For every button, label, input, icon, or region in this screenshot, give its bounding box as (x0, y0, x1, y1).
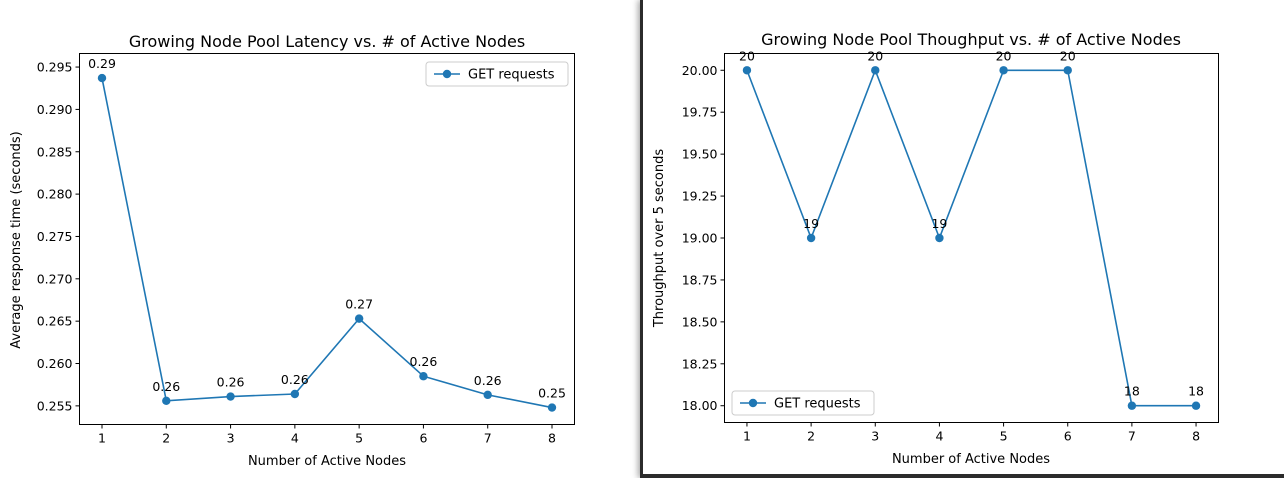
data-point (226, 392, 235, 401)
data-point (97, 73, 107, 83)
data-point (547, 403, 557, 412)
data-point (483, 390, 492, 400)
x-tick-label: 6 (1064, 429, 1072, 444)
y-tick-label: 0.290 (37, 102, 73, 117)
x-tick-label: 5 (355, 431, 363, 446)
data-point (806, 233, 816, 243)
data-label: 19 (931, 216, 947, 231)
data-point (1191, 401, 1201, 410)
data-point (419, 372, 428, 381)
x-tick-label: 8 (548, 431, 556, 446)
data-point (935, 233, 944, 243)
y-axis-label: Throughput over 5 seconds (652, 149, 667, 329)
x-tick-group: 1 2 3 4 5 6 7 8 (98, 424, 556, 446)
series-group (742, 66, 1201, 410)
data-label: 0.26 (410, 354, 438, 369)
legend-label: GET requests (468, 68, 555, 83)
data-label-group: 20 19 20 19 20 20 18 18 (739, 48, 1204, 398)
y-tick-label: 0.285 (37, 144, 73, 159)
data-label: 0.26 (474, 373, 502, 388)
x-tick-label: 3 (227, 431, 235, 446)
data-label: 0.26 (217, 375, 245, 390)
y-tick-label: 19.00 (682, 231, 718, 246)
plot-frame (724, 53, 1219, 423)
y-tick-label: 18.75 (682, 272, 718, 287)
x-tick-label: 7 (1128, 429, 1136, 444)
latency-chart-panel: Growing Node Pool Latency vs. # of Activ… (0, 0, 638, 478)
y-tick-label: 19.25 (682, 189, 718, 204)
x-tick-label: 5 (1000, 429, 1008, 444)
x-tick-label: 8 (1192, 429, 1200, 444)
legend: GET requests (425, 61, 569, 87)
data-point (871, 66, 880, 75)
x-tick-group: 1 2 3 4 5 6 7 8 (743, 422, 1200, 444)
x-tick-label: 1 (743, 429, 751, 444)
x-axis-label: Number of Active Nodes (892, 452, 1050, 467)
chart-title: Growing Node Pool Thoughput vs. # of Act… (761, 30, 1181, 49)
window-edge (642, 474, 1284, 478)
y-tick-label: 18.00 (682, 398, 718, 413)
data-point (999, 66, 1008, 75)
data-label: 0.26 (152, 379, 180, 394)
legend-marker (748, 398, 758, 408)
data-label: 20 (739, 48, 755, 63)
x-tick-label: 7 (484, 431, 492, 446)
y-tick-label: 0.280 (37, 187, 73, 202)
y-tick-label: 0.275 (37, 229, 73, 244)
y-tick-label: 20.00 (682, 63, 718, 78)
y-tick-label: 0.295 (37, 60, 73, 75)
y-tick-label: 18.25 (682, 356, 718, 371)
x-tick-label: 4 (935, 429, 943, 444)
data-label: 19 (803, 216, 819, 231)
y-tick-label: 0.255 (37, 398, 73, 413)
data-label: 0.26 (281, 372, 309, 387)
latency-chart: Growing Node Pool Latency vs. # of Activ… (9, 32, 575, 469)
y-tick-label: 0.265 (37, 314, 73, 329)
x-tick-label: 3 (871, 429, 879, 444)
legend-marker (442, 69, 452, 79)
legend-box (731, 390, 875, 416)
series-group (97, 73, 557, 412)
data-point (354, 314, 364, 323)
x-axis-label: Number of Active Nodes (248, 454, 406, 469)
data-label: 20 (996, 48, 1012, 63)
data-point (742, 66, 752, 75)
legend-label: GET requests (774, 397, 861, 412)
y-tick-label: 0.270 (37, 271, 73, 286)
y-tick-label: 0.260 (37, 356, 73, 371)
x-tick-label: 2 (162, 431, 170, 446)
data-label-group: 0.29 0.26 0.26 0.26 0.27 0.26 0.26 0.25 (88, 56, 566, 400)
legend: GET requests (731, 390, 875, 416)
data-label: 0.27 (345, 297, 373, 312)
series-line (101, 77, 553, 409)
throughput-chart: Growing Node Pool Thoughput vs. # of Act… (652, 30, 1219, 467)
legend-box (425, 61, 569, 87)
data-label: 0.25 (538, 386, 566, 401)
y-tick-label: 19.75 (682, 105, 718, 120)
data-point (162, 396, 171, 405)
data-point (1127, 401, 1137, 410)
x-tick-label: 6 (419, 431, 427, 446)
data-label: 20 (867, 48, 883, 63)
y-axis-label: Average response time (seconds) (9, 131, 24, 348)
throughput-chart-panel: Growing Node Pool Thoughput vs. # of Act… (640, 0, 1284, 478)
y-tick-label: 19.50 (682, 147, 718, 162)
y-tick-group: 0.255 0.260 0.265 0.270 0.275 0.280 0.285 0.290… (37, 60, 80, 413)
data-label: 18 (1188, 384, 1204, 399)
data-label: 0.29 (88, 56, 116, 71)
series-line (746, 68, 1197, 407)
x-tick-label: 4 (291, 431, 299, 446)
plot-frame (79, 53, 575, 425)
data-label: 20 (1060, 48, 1076, 63)
y-tick-group: 18.00 18.25 18.50 18.75 19.00 19.25 19.50 19.75… (682, 63, 725, 413)
x-tick-label: 2 (807, 429, 815, 444)
y-tick-label: 18.50 (682, 314, 718, 329)
chart-title: Growing Node Pool Latency vs. # of Activ… (129, 32, 525, 51)
data-point (1063, 66, 1072, 75)
x-tick-label: 1 (98, 431, 106, 446)
data-label: 18 (1124, 384, 1140, 399)
data-point (290, 389, 300, 399)
